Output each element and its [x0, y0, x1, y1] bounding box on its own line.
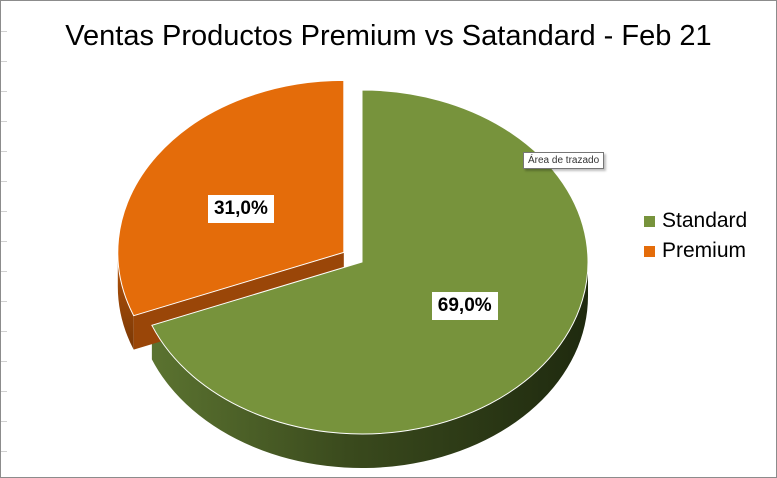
legend[interactable]: Standard Premium [644, 206, 747, 266]
legend-label-standard: Standard [662, 209, 748, 232]
gridline-stub [1, 211, 7, 212]
gridline-stub [1, 61, 7, 62]
gridline-stub [1, 451, 7, 452]
chart-title[interactable]: Ventas Productos Premium vs Satandard - … [65, 20, 712, 52]
legend-item-premium[interactable]: Premium [644, 236, 747, 266]
gridline-stub [1, 421, 7, 422]
gridline-stub [1, 151, 7, 152]
legend-label-premium: Premium [662, 239, 747, 262]
legend-swatch-standard [644, 215, 655, 227]
gridline-stub [1, 391, 7, 392]
gridline-stub [1, 361, 7, 362]
gridline-stub [1, 331, 7, 332]
gridline-stub [1, 241, 7, 242]
gridline-stub [1, 91, 7, 92]
pie-slice-standard[interactable] [151, 89, 589, 435]
data-label-premium[interactable]: 31,0% [207, 194, 274, 223]
plot-area-tooltip: Área de trazado [523, 152, 605, 169]
legend-swatch-premium [644, 245, 655, 257]
pie-slice-side-premium [117, 252, 134, 350]
pie-slice-side-standard [151, 262, 588, 468]
data-label-standard[interactable]: 69,0% [431, 291, 498, 320]
gridline-stub [1, 301, 7, 302]
gridline-stub [1, 31, 7, 32]
gridline-stub [1, 181, 7, 182]
gridline-stub [1, 271, 7, 272]
gridline-stub [1, 121, 7, 122]
legend-item-standard[interactable]: Standard [644, 206, 747, 236]
